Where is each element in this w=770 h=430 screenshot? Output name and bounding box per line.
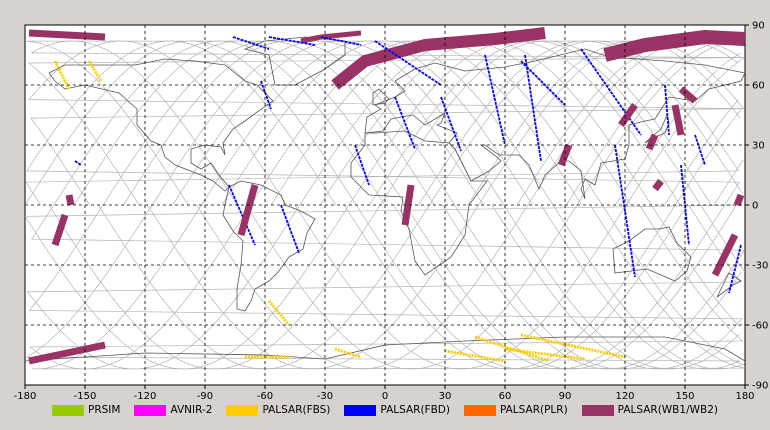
swath-palsar-fbd- <box>320 36 362 46</box>
swath-palsar-fbs- <box>87 60 103 82</box>
swath-palsar-fbd- <box>280 204 300 254</box>
swath-palsar-fbd- <box>260 80 272 110</box>
orbit-track <box>30 40 745 370</box>
swath-palsar-fbs- <box>520 333 626 359</box>
swath-palsar-wb1-wb2- <box>557 143 573 167</box>
legend-item: PRSIM <box>52 404 120 416</box>
swath-palsar-fbd- <box>232 36 270 50</box>
x-tick-label: -120 <box>134 391 157 402</box>
grid-lines <box>25 25 745 385</box>
swath-palsar-fbs- <box>267 300 291 326</box>
x-tick-label: 60 <box>499 391 512 402</box>
x-tick-label: 30 <box>439 391 452 402</box>
legend-label: PALSAR(WB1/WB2) <box>617 404 718 416</box>
swath-palsar-fbs- <box>334 347 362 359</box>
coastline <box>612 226 692 282</box>
legend-swatch <box>463 404 496 416</box>
swath-palsar-wb1-wb2- <box>678 86 698 104</box>
x-tick-label: 0 <box>382 391 388 402</box>
legend-label: AVNIR-2 <box>170 404 213 416</box>
y-tick-label: 60 <box>752 81 765 92</box>
x-tick-label: -90 <box>197 391 213 402</box>
swath-palsar-fbd- <box>524 54 542 162</box>
swath-palsar-fbd- <box>354 144 370 186</box>
x-tick-label: 180 <box>735 391 754 402</box>
orbit-track <box>31 40 745 370</box>
swath-palsar-fbd- <box>694 134 706 166</box>
legend: PRSIM AVNIR-2 PALSAR(FBS) PALSAR(FBD) PALSAR… <box>52 403 732 417</box>
swath-palsar-wb1-wb2- <box>733 193 745 207</box>
y-tick-label: -30 <box>752 261 768 272</box>
swath-palsar-wb1-wb2- <box>65 194 75 206</box>
coastline <box>25 336 745 362</box>
swath-palsar-fbd- <box>520 60 566 106</box>
x-tick-label: -60 <box>257 391 273 402</box>
swath-palsar-fbd- <box>440 96 462 152</box>
swath-palsar-fbs- <box>53 60 71 90</box>
coastline <box>222 180 316 312</box>
swath-palsar-fbd- <box>74 160 82 166</box>
legend-item: PALSAR(WB1/WB2) <box>581 404 718 416</box>
swath-palsar-wb1-wb2- <box>618 102 638 128</box>
y-tick-label: -60 <box>752 321 768 332</box>
legend-item: PALSAR(FBD) <box>344 404 450 416</box>
x-tick-label: -150 <box>74 391 97 402</box>
legend-swatch <box>52 404 84 416</box>
legend-label: PALSAR(FBS) <box>262 404 331 416</box>
swath-palsar-wb1-wb2- <box>652 178 664 192</box>
y-tick-label: 30 <box>752 141 765 152</box>
x-tick-label: 120 <box>615 391 634 402</box>
swath-palsar-wb1-wb2- <box>28 29 106 41</box>
swath-palsar-wb1-wb2- <box>645 133 659 151</box>
swath-palsar-wb1-wb2- <box>51 213 69 247</box>
y-tick-label: 0 <box>752 201 758 212</box>
y-tick-label: -90 <box>752 381 768 392</box>
coastline <box>48 58 274 192</box>
swath-palsar-wb1-wb2- <box>671 104 685 136</box>
swath-palsar-fbd- <box>228 184 256 246</box>
wide-swath <box>331 27 546 90</box>
coastline <box>372 88 390 106</box>
legend-label: PALSAR(PLR) <box>499 404 568 416</box>
swath-palsar-fbd- <box>484 54 506 146</box>
coastline <box>364 48 745 200</box>
swath-palsar-fbs- <box>504 347 586 361</box>
swath-palsar-fbd- <box>394 96 416 150</box>
legend-label: PRSIM <box>88 404 121 416</box>
swath-palsar-wb1-wb2- <box>28 341 106 365</box>
x-tick-label: 90 <box>559 391 572 402</box>
legend-swatch <box>226 404 259 416</box>
y-tick-label: 90 <box>752 21 765 32</box>
legend-label: PALSAR(FBD) <box>380 404 450 416</box>
swath-palsar-fbd- <box>664 84 670 136</box>
swath-palsar-wb1-wb2- <box>711 233 739 277</box>
swath-palsar-wb1-wb2- <box>237 184 259 236</box>
swath-palsar-fbd- <box>374 40 442 86</box>
legend-item: PALSAR(FBS) <box>226 404 330 416</box>
swath-palsar-fbd- <box>268 36 316 46</box>
orbit-track <box>27 40 743 370</box>
swath-palsar-fbs- <box>474 335 550 363</box>
coastline <box>350 130 488 276</box>
swath-palsar-wb1-wb2- <box>401 184 415 226</box>
legend-item: PALSAR(PLR) <box>463 404 568 416</box>
x-tick-label: -30 <box>317 391 333 402</box>
swath-palsar-fbd- <box>580 48 642 136</box>
legend-swatch <box>344 404 377 416</box>
x-tick-label: 150 <box>675 391 694 402</box>
swath-palsar-fbd- <box>728 244 742 294</box>
tick-labels: -180 -150 -120 -90 -60 -30 0 30 60 90 120 150 180 90 6… <box>14 21 769 403</box>
legend-swatch <box>581 404 614 416</box>
coastline <box>716 272 742 298</box>
x-tick-label: -180 <box>14 391 37 402</box>
swath-palsar-fbs- <box>444 349 506 363</box>
legend-swatch <box>134 404 167 416</box>
legend-item: AVNIR-2 <box>134 404 212 416</box>
